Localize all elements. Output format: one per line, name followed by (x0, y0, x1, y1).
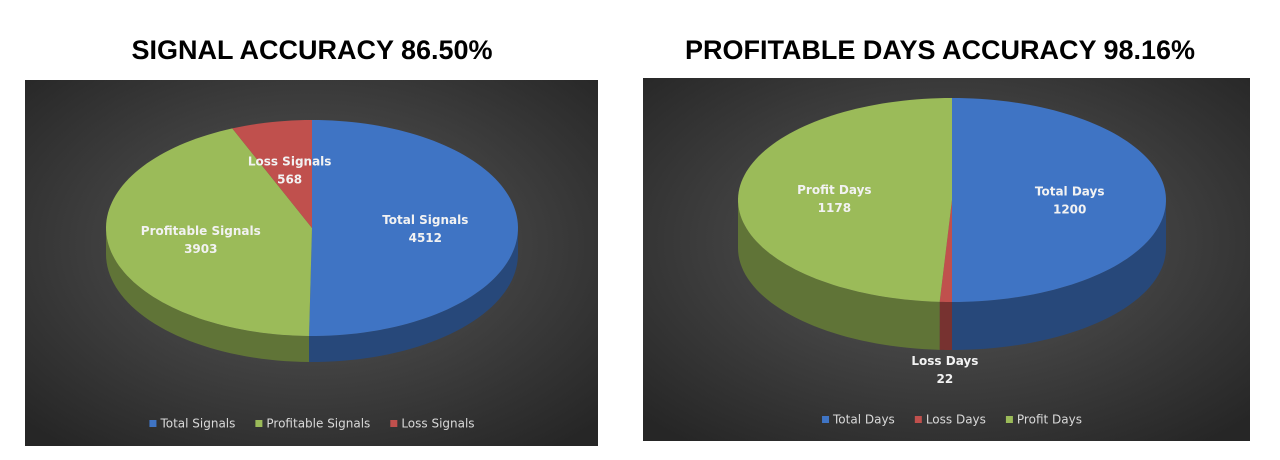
data-label-name: Total Days (1035, 185, 1105, 199)
legend-label: Profit Days (1017, 413, 1082, 427)
pie-slice (309, 120, 518, 336)
data-label-name: Total Signals (382, 213, 468, 227)
legend-label: Total Days (832, 413, 895, 427)
legend-label: Loss Days (926, 413, 986, 427)
pie-slice (952, 98, 1166, 302)
data-label-name: Loss Signals (248, 154, 332, 168)
data-label: 22 (937, 372, 954, 386)
legend-label: Loss Signals (401, 417, 474, 431)
data-label: 1200 (1053, 203, 1086, 217)
data-label: 1178 (818, 201, 851, 215)
legend-label: Total Signals (159, 417, 235, 431)
pie-slice-side (106, 228, 310, 362)
pie-slice-side (952, 200, 1166, 350)
legend-swatch (255, 420, 263, 427)
pie-slice-side (738, 200, 940, 350)
chart-title: SIGNAL ACCURACY 86.50% (131, 35, 492, 65)
pie-slice (232, 120, 312, 228)
pie-slice (738, 98, 952, 302)
data-label-name: Loss Days (911, 354, 978, 368)
pie-slice (106, 128, 313, 336)
chart-title: PROFITABLE DAYS ACCURACY 98.16% (685, 35, 1195, 65)
legend-swatch (822, 416, 830, 423)
pie-slice (939, 200, 952, 302)
data-label-name: Profitable Signals (141, 224, 261, 238)
pie-slice-side (939, 301, 952, 350)
data-label: 3903 (184, 242, 217, 256)
legend-swatch (1005, 416, 1013, 423)
legend-label: Profitable Signals (266, 417, 370, 431)
pie-slice-side (309, 228, 518, 362)
legend-swatch (390, 420, 398, 427)
data-label: 568 (277, 172, 302, 186)
legend-swatch (914, 416, 922, 423)
data-label: 4512 (409, 231, 442, 245)
legend-swatch (149, 420, 157, 427)
data-label-name: Profit Days (797, 183, 871, 197)
